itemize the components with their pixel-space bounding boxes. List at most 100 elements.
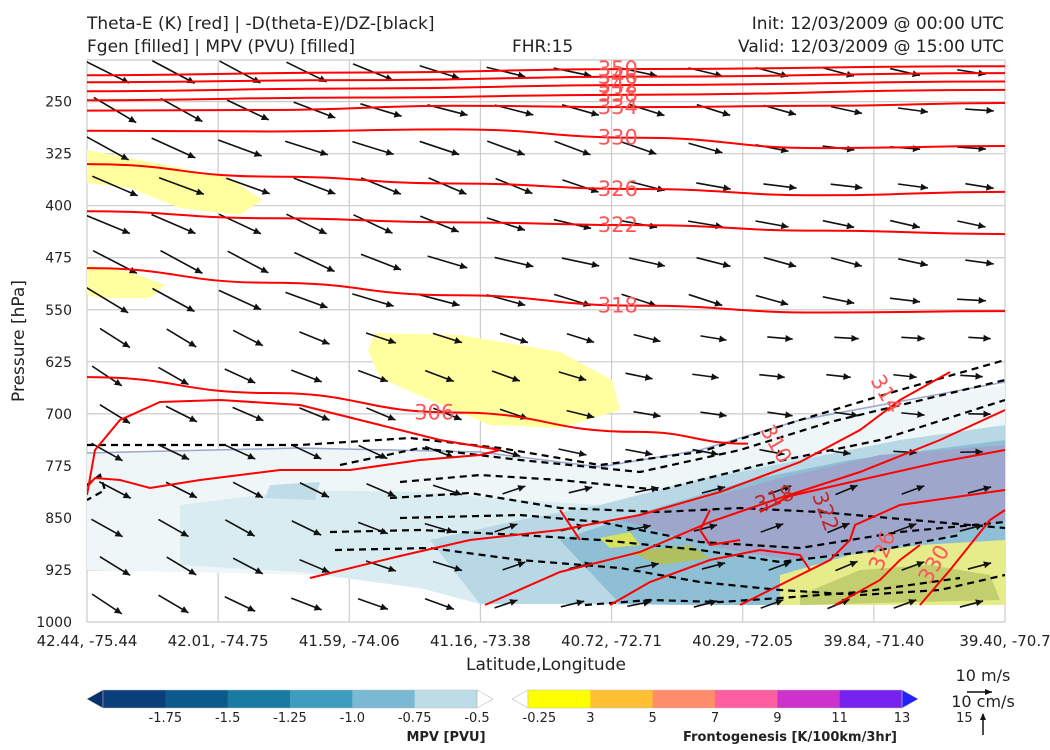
wind-vector-head — [254, 491, 263, 498]
wind-vector-head — [783, 485, 792, 492]
wind-vector-head — [247, 604, 256, 612]
wind-vector-head — [313, 452, 322, 460]
y-tick-label: 475 — [45, 251, 72, 267]
colorbar-swatch — [839, 690, 903, 708]
theta-e-contour-318 — [609, 548, 811, 606]
wind-vector-head — [321, 414, 330, 421]
wind-vector-head — [975, 372, 983, 380]
wind-vector-head — [723, 184, 731, 192]
wind-vector-head — [975, 599, 984, 607]
title-line1: Theta-E (K) [red] | -D(theta-E)/DZ-[blac… — [87, 14, 435, 34]
colorbar-tick: -0.25 — [523, 711, 557, 726]
wind-vector — [284, 140, 329, 156]
wind-vector-head — [854, 108, 863, 116]
wind-vector-head — [195, 188, 204, 196]
wind-vector-head — [652, 411, 661, 419]
wind-vector-head — [854, 260, 862, 268]
wind-vector-head — [912, 222, 920, 230]
wind-vector-head — [709, 523, 718, 531]
wind-vector-head — [387, 490, 396, 497]
wind-vector-head — [776, 449, 785, 457]
wind-vector-head — [252, 227, 261, 234]
wind-vector-head — [187, 151, 196, 159]
theta-e-contour-326 — [739, 489, 1005, 606]
colorbar-tick: -1.75 — [149, 711, 183, 726]
wind-vector-head — [578, 374, 587, 382]
colorbar-tick: -0.75 — [398, 711, 432, 726]
wind-vector-head — [718, 335, 727, 343]
wind-vector-head — [180, 530, 189, 537]
colorbar-tick: 13 — [894, 711, 911, 726]
theta-e-contour — [87, 210, 1005, 236]
wind-vector-head — [122, 568, 131, 576]
theta-e-contour — [87, 88, 1005, 102]
theta-e-label: 330 — [598, 126, 638, 150]
vertical-key-arrowhead — [980, 713, 986, 720]
wind-vector-head — [385, 148, 394, 156]
wind-vector-head — [253, 150, 262, 157]
theta-e-label: 334 — [598, 95, 638, 119]
x-axis-label: Latitude,Longitude — [466, 655, 626, 675]
wind-vector-head — [586, 412, 595, 420]
colorbar-tick: -0.5 — [464, 711, 489, 726]
colorbar-extend — [86, 689, 104, 709]
colorbar-swatch — [777, 690, 841, 708]
wind-vector-head — [788, 261, 797, 268]
valid-time: Valid: 12/03/2009 @ 15:00 UTC — [738, 37, 1004, 57]
wind-vector-head — [122, 491, 131, 499]
wind-vector-head — [186, 304, 195, 312]
wind-vectors — [87, 60, 994, 615]
y-tick-label: 400 — [45, 199, 72, 215]
wind-vector-head — [711, 373, 719, 381]
wind-vector-head — [445, 603, 454, 611]
theta-e-contour-fragment — [559, 509, 581, 541]
wind-vector-head — [321, 566, 330, 573]
theta-e-contour — [87, 376, 748, 445]
wind-vector-head — [509, 523, 518, 530]
wind-vector-head — [313, 376, 322, 383]
wind-vector-head — [516, 149, 525, 156]
wind-vector-head — [128, 115, 137, 123]
wind-vector-head — [908, 599, 917, 606]
wind-vector-head — [977, 222, 986, 229]
wind-vector-head — [445, 375, 454, 383]
wind-vector-head — [512, 450, 521, 458]
wind-vector-head — [517, 485, 526, 492]
wind-vector-head — [644, 373, 653, 381]
wind-vector-head — [392, 188, 401, 195]
y-tick-label: 700 — [45, 407, 72, 423]
theta-e-label: 318 — [598, 294, 638, 318]
wind-vector-head — [909, 373, 917, 380]
theta-e-label: 322 — [598, 213, 638, 237]
theta-e-contour-322 — [759, 449, 1005, 513]
colorbar-extend — [511, 689, 529, 709]
colorbar-tick: 7 — [711, 711, 719, 726]
x-tick-label: 39.84, -71.40 — [823, 632, 924, 650]
wind-vector-head — [718, 411, 727, 419]
wind-vector-head — [777, 373, 785, 381]
wind-vector-head — [321, 338, 330, 345]
wind-vector — [285, 291, 328, 309]
frontogenesis-colorbar-label: Frontogenesis [K/100km/3hr] — [683, 730, 897, 745]
dtheta-contour — [339, 378, 1005, 474]
wind-vector — [294, 251, 335, 273]
wind-vector — [87, 287, 129, 314]
wind-vector-head — [454, 337, 463, 344]
wind-vector-head — [648, 148, 657, 155]
colorbar-tick: 3 — [586, 711, 594, 726]
wind-vector-head — [908, 523, 917, 530]
wind-vector-head — [509, 599, 518, 606]
colorbar-extend — [476, 689, 494, 709]
wind-vector-head — [388, 337, 396, 345]
wind-vector-head — [194, 115, 203, 122]
y-tick-label: 925 — [45, 563, 72, 579]
wind-vector-head — [187, 227, 196, 234]
wind-vector-head — [854, 183, 863, 191]
theta-e-contour — [87, 163, 1005, 197]
colorbar-swatch — [227, 690, 291, 708]
theta-e-contour — [87, 102, 1005, 112]
wind-vector-head — [520, 337, 529, 344]
wind-vector — [217, 139, 263, 157]
init-time: Init: 12/03/2009 @ 00:00 UTC — [751, 14, 1004, 34]
